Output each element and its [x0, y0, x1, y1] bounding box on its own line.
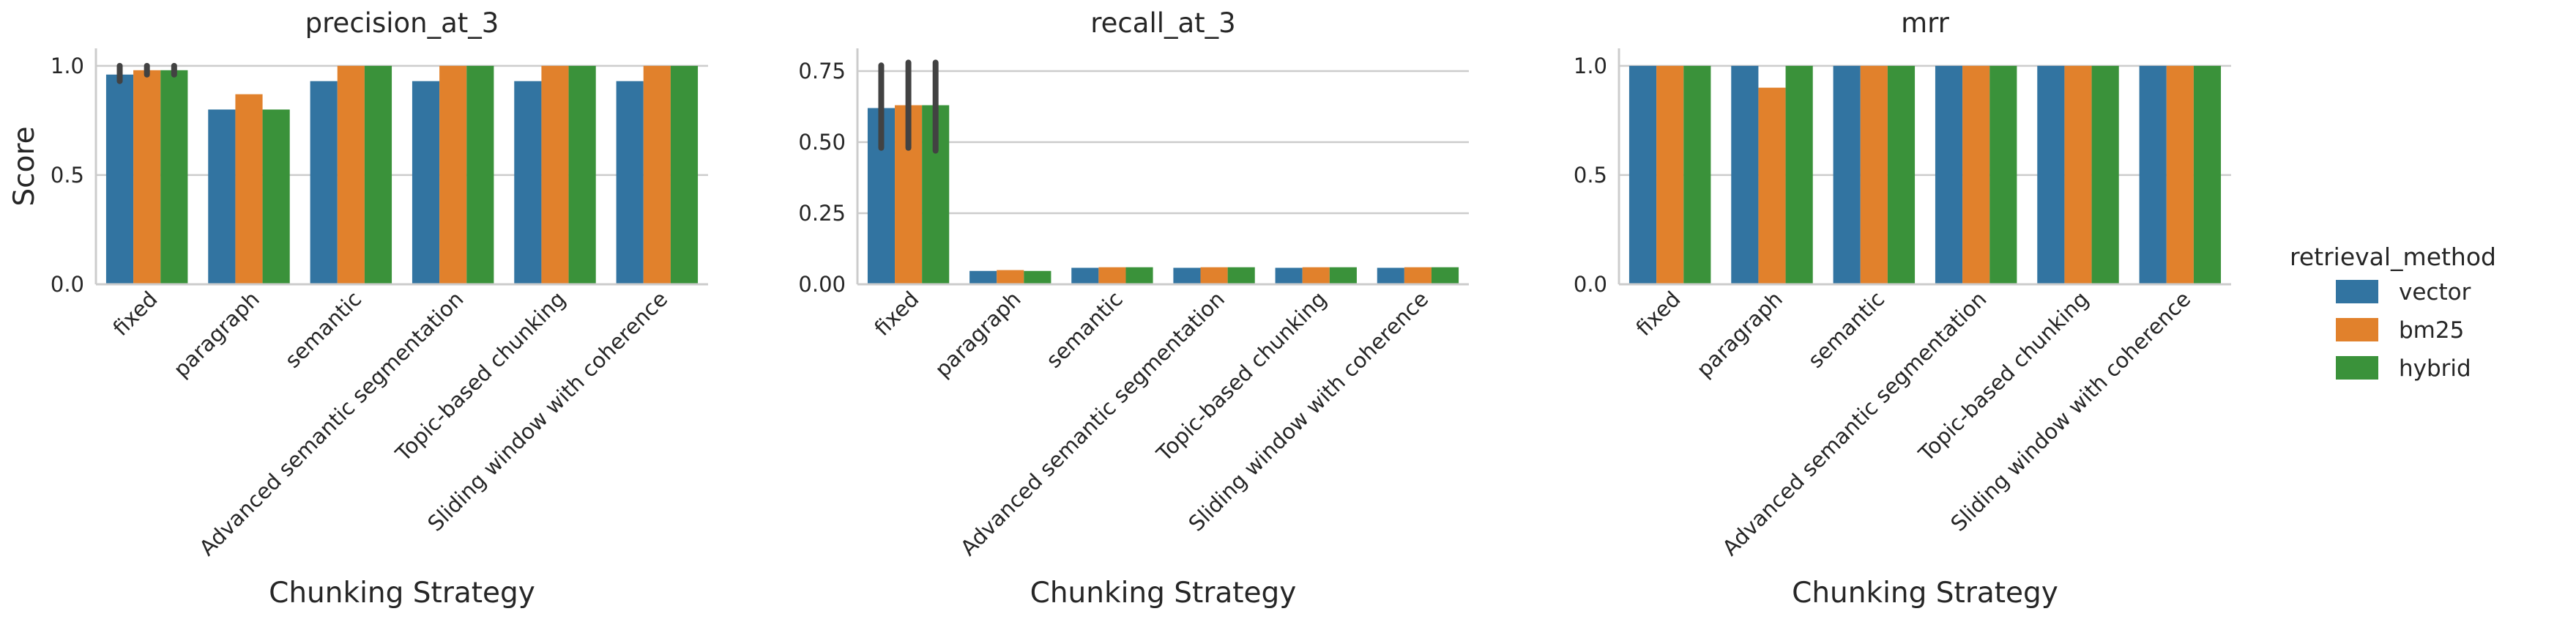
x-tick-label: fixed: [869, 286, 923, 341]
bar-bm25: [337, 65, 365, 284]
y-tick-label: 1.0: [1574, 53, 1607, 78]
x-tick-label: semantic: [1803, 286, 1889, 373]
bar-bm25: [439, 65, 467, 284]
legend-swatch-vector: [2336, 280, 2378, 303]
x-tick-label: Topic-based chunking: [390, 286, 570, 467]
bar-hybrid: [1024, 270, 1051, 284]
bar-bm25: [1098, 267, 1126, 284]
y-tick-label: 0.25: [798, 201, 846, 226]
legend: retrieval_method vector bm25 hybrid: [2290, 243, 2496, 382]
y-tick-label: 0.75: [798, 59, 846, 84]
y-tick-label: 0.0: [51, 272, 84, 297]
bar-hybrid: [1785, 65, 1813, 284]
bar-bm25: [133, 70, 161, 284]
bar-bm25: [643, 65, 671, 284]
bar-hybrid: [2091, 65, 2119, 284]
legend-swatch-bm25: [2336, 318, 2378, 341]
y-tick-label: 0.5: [51, 163, 84, 188]
x-tick-label: semantic: [1041, 286, 1128, 373]
y-tick-label: 0.5: [1574, 163, 1607, 188]
legend-items: vector bm25 hybrid: [2336, 279, 2471, 382]
x-tick-label: paragraph: [930, 286, 1026, 382]
chart-title: precision_at_3: [305, 7, 499, 39]
bar-bm25: [2064, 65, 2092, 284]
bar-bm25: [1962, 65, 1990, 284]
bar-bm25: [997, 270, 1024, 284]
bar-hybrid: [1683, 65, 1711, 284]
x-axis-label: Chunking Strategy: [1792, 577, 2058, 610]
legend-label-vector: vector: [2399, 279, 2471, 306]
x-tick-label: paragraph: [168, 286, 264, 382]
bar-vector: [1173, 267, 1201, 284]
bar-vector: [105, 74, 134, 285]
y-tick-label: 0.50: [798, 130, 846, 155]
x-tick-label: paragraph: [1691, 286, 1787, 382]
chart-title: recall_at_3: [1090, 7, 1235, 39]
bar-hybrid: [466, 65, 494, 284]
bar-vector: [1731, 65, 1759, 284]
bar-vector: [514, 81, 542, 284]
x-axis-label: Chunking Strategy: [1030, 577, 1297, 610]
bar-hybrid: [670, 65, 699, 284]
bar-vector: [1275, 267, 1303, 284]
bar-vector: [1377, 267, 1404, 284]
legend-label-bm25: bm25: [2399, 317, 2464, 344]
y-axis-label: Score: [8, 126, 41, 206]
bar-bm25: [1404, 267, 1432, 284]
bar-vector: [412, 81, 440, 284]
bar-vector: [1935, 65, 1963, 284]
bar-bm25: [1200, 267, 1228, 284]
bar-hybrid: [1329, 267, 1357, 284]
bar-hybrid: [1989, 65, 2017, 284]
bar-vector: [310, 81, 338, 284]
y-tick-label: 0.0: [1574, 272, 1607, 297]
y-tick-label: 1.0: [51, 53, 84, 78]
bar-hybrid: [1887, 65, 1916, 284]
x-tick-label: semantic: [280, 286, 366, 373]
x-axis-label: Chunking Strategy: [269, 577, 535, 610]
bar-hybrid: [1431, 267, 1459, 284]
bar-bm25: [1302, 267, 1330, 284]
legend-label-hybrid: hybrid: [2399, 355, 2471, 382]
bar-vector: [616, 81, 644, 284]
bar-hybrid: [262, 109, 290, 284]
bar-vector: [1628, 65, 1657, 284]
bar-vector: [969, 270, 997, 284]
bar-bm25: [235, 94, 263, 284]
bar-hybrid: [2193, 65, 2222, 284]
bar-bm25: [2166, 65, 2194, 284]
bar-hybrid: [1227, 267, 1255, 284]
bar-vector: [2139, 65, 2167, 284]
bar-bm25: [1860, 65, 1888, 284]
bar-hybrid: [160, 70, 188, 284]
x-tick-label: Topic-based chunking: [1913, 286, 2093, 467]
bar-bm25: [541, 65, 569, 284]
bar-bm25: [1656, 65, 1684, 284]
bar-hybrid: [568, 65, 596, 284]
bar-vector: [2037, 65, 2065, 284]
x-tick-label: Topic-based chunking: [1151, 286, 1331, 467]
y-tick-label: 0.00: [798, 272, 846, 297]
bar-hybrid: [364, 65, 392, 284]
bar-hybrid: [1125, 267, 1153, 284]
bar-vector: [1833, 65, 1861, 284]
x-tick-label: fixed: [1631, 286, 1686, 341]
chart-title: mrr: [1901, 7, 1950, 39]
bar-vector: [1071, 267, 1099, 284]
x-tick-label: fixed: [108, 286, 163, 341]
bar-vector: [208, 109, 236, 284]
bar-bm25: [1758, 87, 1786, 285]
legend-swatch-hybrid: [2336, 356, 2378, 380]
legend-title: retrieval_method: [2290, 243, 2496, 271]
